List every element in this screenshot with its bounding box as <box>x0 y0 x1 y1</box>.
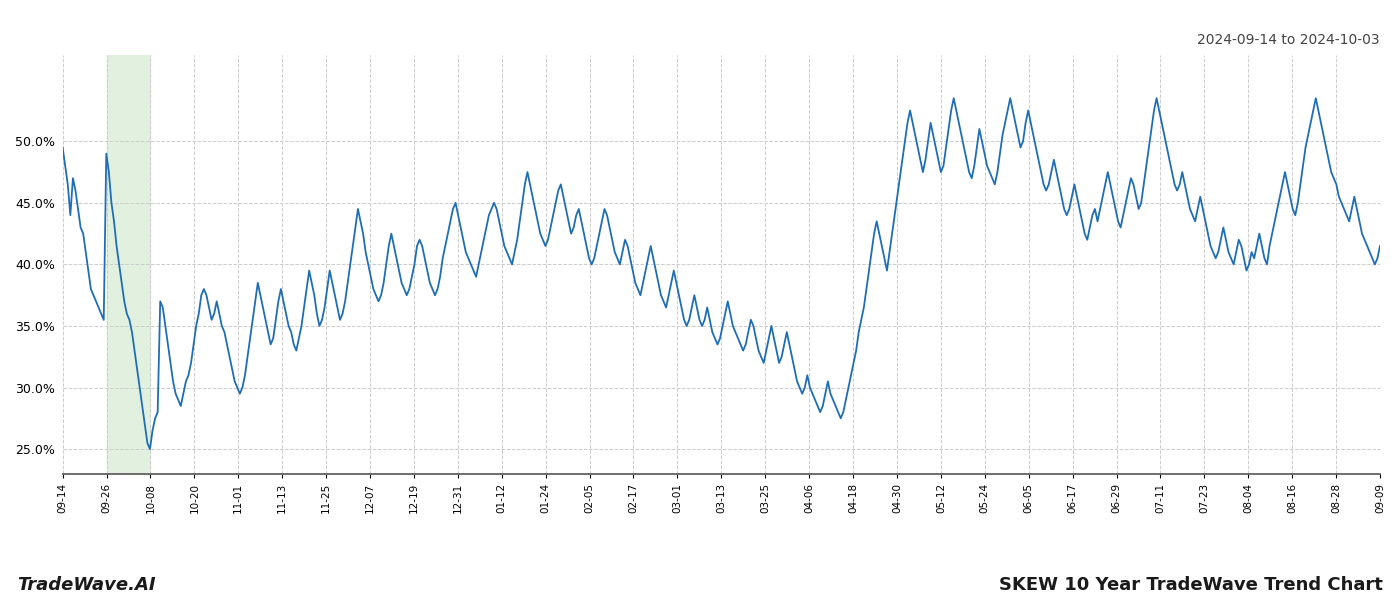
Text: TradeWave.AI: TradeWave.AI <box>17 576 155 594</box>
Bar <box>106 55 150 474</box>
Text: SKEW 10 Year TradeWave Trend Chart: SKEW 10 Year TradeWave Trend Chart <box>1000 576 1383 594</box>
Text: 2024-09-14 to 2024-10-03: 2024-09-14 to 2024-10-03 <box>1197 33 1380 47</box>
